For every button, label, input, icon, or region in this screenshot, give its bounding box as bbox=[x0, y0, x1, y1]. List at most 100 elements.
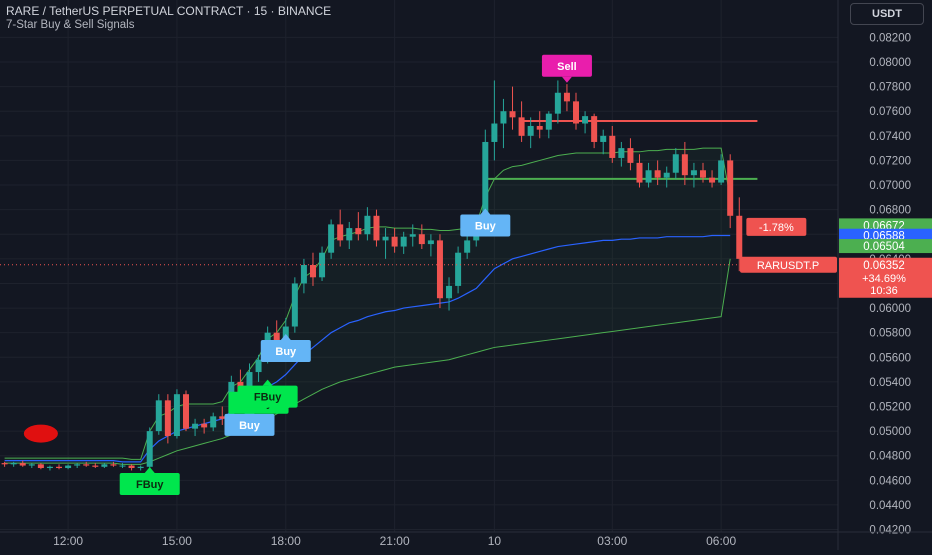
price-axis-label: 0.07800 bbox=[869, 82, 911, 94]
candle[interactable] bbox=[446, 285, 453, 299]
candle[interactable] bbox=[727, 160, 734, 216]
candle[interactable] bbox=[273, 332, 280, 345]
buy-signal-pointer bbox=[144, 466, 155, 473]
candle[interactable] bbox=[455, 252, 462, 286]
candle[interactable] bbox=[137, 466, 144, 469]
candle[interactable] bbox=[591, 116, 598, 142]
candle[interactable] bbox=[736, 215, 743, 259]
candle[interactable] bbox=[355, 228, 362, 235]
candle[interactable] bbox=[409, 234, 416, 237]
candle[interactable] bbox=[718, 160, 725, 183]
candle[interactable] bbox=[518, 117, 525, 136]
candle[interactable] bbox=[554, 92, 561, 114]
candle[interactable] bbox=[246, 372, 253, 395]
candle[interactable] bbox=[37, 464, 44, 469]
candle[interactable] bbox=[128, 465, 135, 469]
candle[interactable] bbox=[699, 170, 706, 178]
candle[interactable] bbox=[627, 148, 634, 163]
candle[interactable] bbox=[155, 400, 162, 432]
candle[interactable] bbox=[1, 463, 8, 465]
candle[interactable] bbox=[255, 359, 262, 373]
candle[interactable] bbox=[346, 228, 353, 241]
candle[interactable] bbox=[500, 111, 507, 124]
candle[interactable] bbox=[173, 394, 180, 437]
candle[interactable] bbox=[164, 400, 171, 437]
candle[interactable] bbox=[382, 236, 389, 241]
candle[interactable] bbox=[328, 224, 335, 253]
candle[interactable] bbox=[337, 224, 344, 241]
candle[interactable] bbox=[573, 101, 580, 124]
candle[interactable] bbox=[645, 170, 652, 183]
price-axis-label: 0.07600 bbox=[869, 106, 911, 118]
candle[interactable] bbox=[690, 170, 697, 176]
symbol-tag bbox=[740, 256, 837, 273]
candle[interactable] bbox=[210, 416, 217, 428]
symbol-title[interactable]: RARE / TetherUS PERPETUAL CONTRACT · 15 … bbox=[6, 4, 332, 18]
candle[interactable] bbox=[672, 154, 679, 173]
candle[interactable] bbox=[536, 125, 543, 130]
candle[interactable] bbox=[146, 431, 153, 467]
buy-signal-label bbox=[119, 472, 180, 495]
candle[interactable] bbox=[609, 135, 616, 158]
price-axis-label: 0.04600 bbox=[869, 475, 911, 487]
candle[interactable] bbox=[46, 466, 53, 469]
candle[interactable] bbox=[681, 154, 688, 176]
price-axis-label: 0.07000 bbox=[869, 180, 911, 192]
candle[interactable] bbox=[300, 265, 307, 284]
sell-signal-label bbox=[541, 54, 592, 77]
candle[interactable] bbox=[464, 240, 471, 253]
candle[interactable] bbox=[309, 265, 316, 278]
candle[interactable] bbox=[291, 283, 298, 327]
candle[interactable] bbox=[92, 465, 99, 467]
candle[interactable] bbox=[391, 236, 398, 247]
candle[interactable] bbox=[65, 465, 72, 469]
candle[interactable] bbox=[545, 113, 552, 130]
price-axis-label: 0.07200 bbox=[869, 155, 911, 167]
candle[interactable] bbox=[119, 465, 126, 467]
candle[interactable] bbox=[709, 177, 716, 183]
channel-fill bbox=[4, 148, 731, 465]
candle[interactable] bbox=[101, 464, 108, 467]
symbol-tag-text: RARUSDT.P bbox=[757, 260, 819, 272]
candle[interactable] bbox=[436, 240, 443, 299]
candle[interactable] bbox=[400, 236, 407, 247]
candle[interactable] bbox=[192, 423, 199, 429]
candle[interactable] bbox=[582, 116, 589, 124]
candle[interactable] bbox=[636, 162, 643, 183]
candle[interactable] bbox=[418, 234, 425, 245]
indicator-name[interactable]: 7-Star Buy & Sell Signals bbox=[6, 19, 135, 31]
currency-selector[interactable]: USDT bbox=[850, 3, 924, 25]
candle[interactable] bbox=[482, 141, 489, 222]
candle[interactable] bbox=[563, 92, 570, 102]
candle[interactable] bbox=[373, 215, 380, 241]
candle[interactable] bbox=[110, 464, 117, 466]
candle[interactable] bbox=[183, 394, 189, 429]
candle[interactable] bbox=[527, 125, 534, 136]
candle[interactable] bbox=[654, 170, 661, 178]
current-price-text: 0.06352 bbox=[863, 260, 905, 272]
candle[interactable] bbox=[364, 215, 371, 235]
candle[interactable] bbox=[509, 111, 516, 118]
candle[interactable] bbox=[600, 135, 607, 142]
buy-signal-pointer bbox=[280, 334, 291, 341]
candle[interactable] bbox=[19, 463, 26, 466]
candle[interactable] bbox=[319, 252, 326, 278]
candle[interactable] bbox=[618, 148, 625, 158]
price-axis-label: 0.08200 bbox=[869, 32, 911, 44]
candle[interactable] bbox=[83, 464, 90, 466]
change-tag bbox=[746, 217, 807, 236]
lower-band-price-tag-text: 0.06504 bbox=[863, 241, 905, 253]
candle[interactable] bbox=[74, 464, 81, 466]
candle[interactable] bbox=[491, 123, 498, 142]
candle[interactable] bbox=[201, 423, 208, 428]
candle[interactable] bbox=[10, 463, 17, 465]
time-axis-label: 03:00 bbox=[597, 534, 627, 548]
candle[interactable] bbox=[56, 466, 63, 469]
candle[interactable] bbox=[663, 172, 670, 178]
candle[interactable] bbox=[427, 240, 434, 245]
time-axis-label: 10 bbox=[488, 534, 502, 548]
candle[interactable] bbox=[219, 416, 226, 419]
candle[interactable] bbox=[28, 464, 35, 466]
